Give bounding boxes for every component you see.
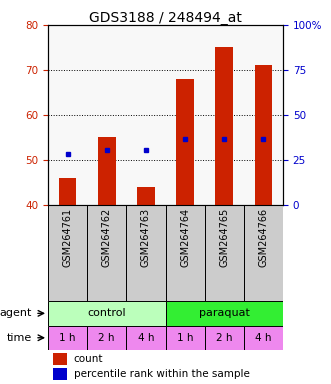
- Bar: [59, 178, 76, 205]
- Bar: [48, 205, 87, 301]
- Bar: [126, 326, 166, 350]
- Bar: [53, 353, 67, 366]
- Text: 4 h: 4 h: [255, 333, 272, 343]
- Bar: [126, 205, 166, 301]
- Text: control: control: [87, 308, 126, 318]
- Text: 1 h: 1 h: [59, 333, 76, 343]
- Text: 2 h: 2 h: [99, 333, 115, 343]
- Bar: [53, 368, 67, 381]
- Text: 2 h: 2 h: [216, 333, 232, 343]
- Text: GSM264766: GSM264766: [259, 208, 268, 267]
- Bar: [87, 205, 126, 301]
- Title: GDS3188 / 248494_at: GDS3188 / 248494_at: [89, 11, 242, 25]
- Bar: [244, 326, 283, 350]
- Text: GSM264762: GSM264762: [102, 208, 112, 267]
- Text: paraquat: paraquat: [199, 308, 250, 318]
- Text: percentile rank within the sample: percentile rank within the sample: [74, 369, 250, 379]
- Bar: [244, 205, 283, 301]
- Bar: [205, 205, 244, 301]
- Text: time: time: [6, 333, 31, 343]
- Bar: [98, 137, 116, 205]
- Bar: [137, 187, 155, 205]
- Bar: [255, 65, 272, 205]
- Bar: [205, 326, 244, 350]
- Text: GSM264765: GSM264765: [219, 208, 229, 267]
- Text: GSM264763: GSM264763: [141, 208, 151, 267]
- Text: 4 h: 4 h: [138, 333, 154, 343]
- Bar: [166, 205, 205, 301]
- Bar: [87, 326, 126, 350]
- Text: 1 h: 1 h: [177, 333, 193, 343]
- Text: agent: agent: [0, 308, 31, 318]
- Text: GSM264761: GSM264761: [63, 208, 72, 267]
- Text: GSM264764: GSM264764: [180, 208, 190, 267]
- Bar: [48, 326, 87, 350]
- Bar: [176, 79, 194, 205]
- Bar: [166, 326, 205, 350]
- Bar: [48, 301, 166, 326]
- Text: count: count: [74, 354, 103, 364]
- Bar: [166, 301, 283, 326]
- Bar: [215, 48, 233, 205]
